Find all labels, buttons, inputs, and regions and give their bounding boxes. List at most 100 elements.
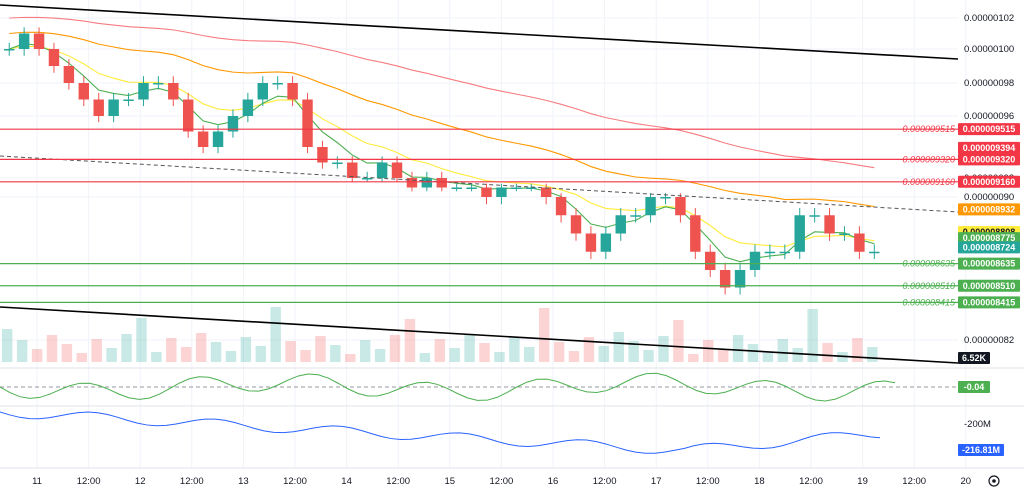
candle-body: [4, 49, 15, 51]
resistance-level-label: 0.000009160: [902, 177, 955, 187]
time-tick-label: 12:00: [386, 476, 410, 487]
price-tag-label: 0.000008415: [963, 297, 1016, 307]
candle-body: [272, 83, 283, 85]
volume-bar: [404, 319, 416, 362]
price-tag: [958, 141, 1020, 154]
candle-body: [182, 99, 194, 132]
volume-bar: [315, 336, 326, 362]
candle-body: [302, 99, 313, 147]
volume-bar: [777, 339, 789, 362]
volume-bar: [673, 320, 684, 362]
candle-body: [526, 187, 537, 189]
price-tick-label: 0.00000098: [964, 78, 1014, 89]
volume-bar: [434, 339, 445, 362]
price-tick-label: 0.00000102: [964, 13, 1014, 24]
oscillator-2-tag: [958, 444, 1004, 456]
volume-bar: [464, 334, 475, 362]
volume-bar: [61, 344, 73, 362]
candle-body: [734, 270, 746, 288]
price-tag: [958, 123, 1020, 136]
support-level-label: 0.000008510: [902, 281, 955, 291]
volume-bar: [583, 337, 595, 362]
candle-body: [466, 187, 477, 189]
volume-bar: [852, 338, 863, 362]
price-tag: [958, 175, 1020, 188]
time-tick-label: 12:00: [799, 476, 823, 487]
volume-bar: [538, 308, 550, 362]
price-tick-label: 0.00000090: [964, 192, 1014, 203]
candle-body: [600, 233, 612, 252]
time-tick-label: 16: [548, 476, 559, 487]
candle-body: [93, 99, 104, 116]
candle-body: [540, 187, 552, 197]
resistance-level-label: 0.000009515: [902, 124, 956, 134]
price-tag: [958, 257, 1020, 270]
candle-body: [33, 33, 45, 49]
volume-bar: [762, 353, 774, 362]
ema-fast-line: [9, 43, 875, 263]
support-level-label: 0.000008415: [902, 297, 956, 307]
price-tag: [958, 203, 1020, 216]
volume-bar: [270, 307, 281, 362]
volume-bar: [106, 348, 117, 362]
ema-mid-line: [9, 45, 875, 248]
price-tick-label: 0.00000096: [964, 111, 1014, 122]
candle-body: [555, 197, 567, 216]
price-tag-label: 0.000008724: [963, 242, 1016, 252]
candle-body: [690, 215, 701, 252]
volume-tag: [958, 352, 990, 364]
candle-body: [436, 178, 447, 188]
volume-bar: [285, 341, 296, 362]
price-tag-label: 0.000009394: [963, 143, 1016, 153]
settings-icon-ring: [988, 475, 1000, 487]
settings-icon[interactable]: [988, 475, 1000, 487]
dashed-trendline: [0, 155, 959, 213]
volume-bar: [628, 341, 639, 362]
oscillator-2-line: [0, 411, 881, 454]
candle-body: [451, 187, 462, 189]
volume-bar: [225, 351, 237, 362]
volume-bar: [688, 354, 699, 362]
candle-body: [496, 187, 507, 197]
time-tick-label: 19: [857, 476, 868, 487]
candle-body: [630, 215, 641, 217]
candle-body: [421, 178, 433, 188]
price-tick-label: 0.00000082: [964, 335, 1014, 346]
volume-bar: [747, 344, 759, 362]
time-tick-label: 14: [341, 476, 352, 487]
candle-body: [839, 233, 850, 235]
candle-body: [317, 147, 328, 163]
candle-body: [675, 197, 686, 216]
oscillator-1-tag: [958, 381, 990, 393]
candle-body: [585, 233, 597, 252]
price-tick-label: 0.00000100: [964, 44, 1014, 55]
volume-bar: [807, 309, 818, 362]
volume-bar: [792, 348, 803, 362]
volume-bar: [76, 353, 88, 362]
candle-body: [123, 99, 134, 101]
candle-body: [749, 251, 761, 270]
candle-body: [78, 83, 90, 100]
lower-channel-line: [0, 306, 959, 364]
candle-body: [779, 251, 791, 254]
resistance-level-label: 0.000009320: [902, 154, 955, 164]
candle-body: [645, 197, 656, 216]
volume-bar: [494, 352, 505, 362]
volume-bar: [16, 340, 28, 362]
time-tick-label: 12:00: [902, 476, 926, 487]
time-tick-label: 12: [135, 476, 146, 487]
volume-bar: [91, 339, 102, 362]
volume-bar: [210, 342, 222, 362]
upper-channel-line: [0, 4, 959, 60]
volume-bar: [524, 347, 535, 362]
candle-body: [48, 49, 60, 66]
volume-bar: [598, 346, 610, 362]
candle-body: [361, 178, 373, 180]
candle-body: [287, 83, 298, 100]
volume-bar: [703, 340, 714, 362]
candle-body: [824, 215, 835, 234]
oscillator-2-tick-label: -200M: [964, 419, 991, 430]
volume-bar: [330, 345, 341, 362]
